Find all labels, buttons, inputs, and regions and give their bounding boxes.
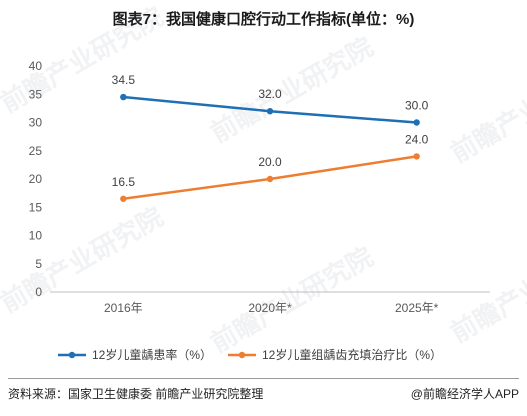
brand-credit: @前瞻经济学人APP bbox=[410, 387, 519, 401]
data-label: 16.5 bbox=[112, 175, 136, 189]
legend: 12岁儿童龋患率（%） 12岁儿童组龋齿充填治疗比（%） bbox=[58, 347, 442, 362]
y-tick-label: 40 bbox=[29, 59, 43, 73]
y-tick-label: 0 bbox=[35, 285, 42, 299]
data-label: 20.0 bbox=[258, 155, 282, 169]
y-tick-label: 25 bbox=[29, 144, 43, 158]
legend-marker bbox=[68, 351, 76, 359]
x-tick-label: 2016年 bbox=[104, 301, 143, 315]
y-tick-label: 30 bbox=[29, 116, 43, 130]
data-label: 32.0 bbox=[258, 87, 282, 101]
series-layer: 34.5 32.0 30.0 16.5 20.0 24.0 bbox=[112, 73, 429, 202]
data-point bbox=[120, 195, 127, 202]
data-label: 24.0 bbox=[405, 132, 429, 146]
legend-marker bbox=[238, 351, 246, 359]
data-label: 34.5 bbox=[112, 73, 136, 87]
data-point bbox=[413, 119, 420, 126]
chart-title: 图表7：我国健康口腔行动工作指标(单位：%) bbox=[112, 11, 415, 28]
y-tick-label: 15 bbox=[29, 200, 43, 214]
x-tick-label: 2025年* bbox=[395, 301, 439, 315]
line-chart: 0 5 10 15 20 25 30 35 40 2016年 2020年* 2025年* 34.5 32… bbox=[29, 59, 490, 362]
legend-label: 12岁儿童龋患率（%） bbox=[92, 347, 212, 362]
x-tick-label: 2020年* bbox=[248, 301, 292, 315]
axes: 0 5 10 15 20 25 30 35 40 2016年 2020年* 2025年* bbox=[29, 59, 490, 315]
data-point bbox=[120, 93, 127, 101]
data-label: 30.0 bbox=[405, 99, 429, 113]
y-tick-label: 35 bbox=[29, 87, 43, 101]
legend-label: 12岁儿童组龋齿充填治疗比（%） bbox=[262, 347, 442, 362]
y-tick-label: 20 bbox=[29, 172, 43, 186]
data-point bbox=[266, 175, 274, 183]
source-note: 资料来源：国家卫生健康委 前瞻产业研究院整理 bbox=[8, 387, 264, 401]
footer-divider bbox=[8, 378, 519, 379]
y-tick-label: 5 bbox=[35, 257, 42, 271]
data-point bbox=[266, 108, 274, 115]
data-point bbox=[413, 153, 420, 160]
y-tick-label: 10 bbox=[29, 229, 43, 243]
